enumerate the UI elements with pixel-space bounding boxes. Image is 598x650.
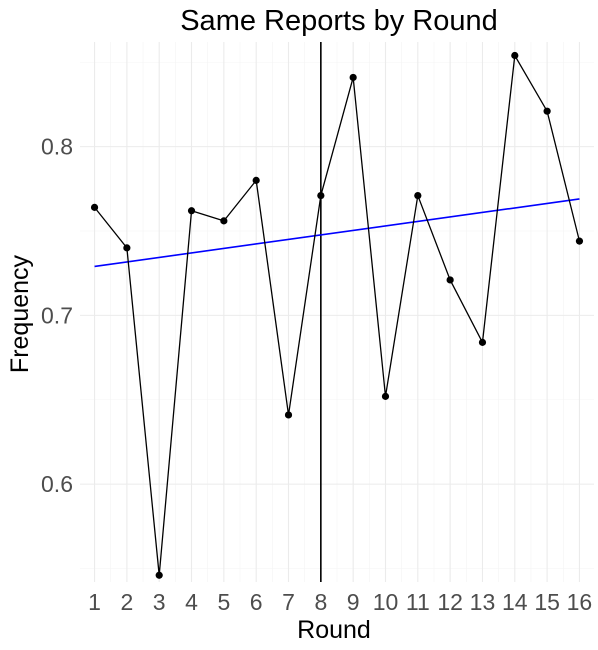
x-tick-label: 3	[153, 589, 166, 615]
series-line	[94, 53, 581, 576]
data-point	[446, 276, 454, 284]
x-tick-label: 9	[347, 589, 360, 615]
x-tick-label: 12	[437, 589, 463, 615]
grid	[80, 42, 594, 582]
x-tick-label: 13	[470, 589, 496, 615]
x-tick-label: 6	[250, 589, 263, 615]
x-tick-label: 7	[282, 589, 295, 615]
chart-title: Same Reports by Round	[180, 5, 498, 37]
x-tick-label: 5	[217, 589, 230, 615]
x-tick-label: 8	[314, 589, 327, 615]
x-tick-label: 10	[373, 589, 399, 615]
y-tick-label: 0.8	[41, 134, 73, 160]
data-point	[187, 207, 196, 215]
data-point	[123, 244, 131, 252]
series	[90, 51, 584, 579]
data-point	[317, 191, 325, 200]
data-point	[284, 411, 293, 419]
x-tick-label: 15	[534, 589, 560, 615]
y-tick-label: 0.6	[41, 471, 73, 497]
x-axis-title: Round	[297, 616, 371, 644]
x-tick-label: 2	[120, 589, 133, 615]
data-point	[414, 191, 422, 200]
data-point	[543, 107, 551, 115]
x-tick-label: 4	[185, 589, 198, 615]
data-point	[252, 176, 260, 184]
data-point	[349, 73, 357, 82]
data-point	[575, 237, 584, 245]
x-tick-label: 14	[502, 589, 528, 615]
data-point	[90, 203, 99, 211]
trend-line	[94, 198, 580, 268]
y-axis-title: Frequency	[6, 254, 34, 373]
data-point	[220, 217, 228, 225]
data-point	[478, 338, 487, 346]
data-point	[511, 51, 519, 60]
reference-lines	[94, 42, 580, 582]
x-tick-label: 11	[406, 589, 430, 615]
tick-labels: 0.60.70.81 2 3 4 5 6 7 8 9 10 11 12 13 14 15 16	[41, 134, 592, 615]
data-point	[381, 392, 390, 400]
x-tick-label: 16	[567, 589, 593, 615]
data-point	[155, 571, 163, 579]
y-tick-label: 0.7	[41, 302, 73, 328]
x-tick-label: 1	[88, 589, 101, 615]
